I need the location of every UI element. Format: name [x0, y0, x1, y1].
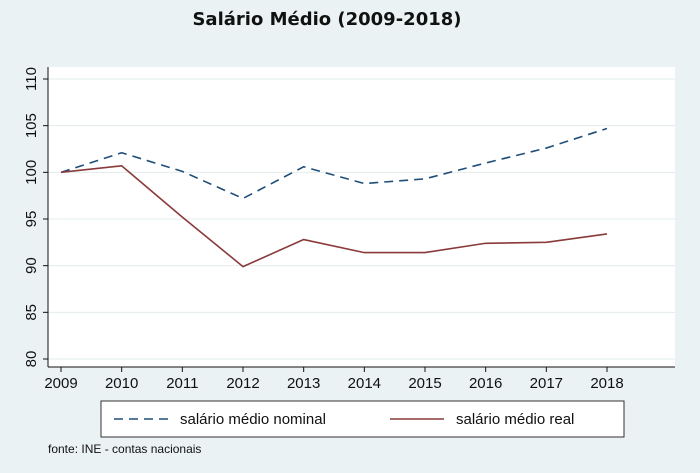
x-tick-label: 2012: [226, 375, 259, 392]
y-tick-label: 105: [23, 113, 40, 138]
legend-label-nominal: salário médio nominal: [180, 411, 326, 428]
chart-title: Salário Médio (2009-2018): [192, 9, 461, 30]
series-lines: [60, 127, 608, 268]
x-tick-label: 2010: [105, 375, 138, 392]
gridlines: [48, 78, 675, 360]
y-tick-label: 100: [23, 160, 40, 185]
legend: salário médio nominal salário médio real: [100, 400, 625, 438]
x-tick-label: 2014: [348, 375, 381, 392]
y-tick-labels: 80 85 90 95 100 105 110: [23, 67, 40, 367]
plot-area: [48, 67, 675, 367]
x-tick-label: 2018: [590, 375, 623, 392]
series-line-real: [60, 165, 608, 268]
x-tick-label: 2009: [44, 375, 77, 392]
x-tick-labels: 2009 2010 2011 2012 2013 2014 2015 2016 2017 2018: [44, 375, 623, 392]
legend-label-real: salário médio real: [456, 411, 574, 428]
y-tick-label: 95: [23, 211, 40, 228]
series-line-nominal: [60, 127, 608, 200]
x-tick-label: 2017: [530, 375, 563, 392]
axes: [43, 67, 675, 372]
legend-box: [100, 400, 625, 438]
y-tick-label: 85: [23, 304, 40, 321]
y-tick-label: 90: [23, 257, 40, 274]
x-tick-label: 2011: [166, 375, 198, 392]
y-tick-label: 80: [23, 351, 40, 368]
x-tick-label: 2015: [408, 375, 441, 392]
y-tick-label: 110: [23, 67, 40, 91]
x-tick-label: 2013: [287, 375, 320, 392]
x-tick-label: 2016: [469, 375, 502, 392]
source-note: fonte: INE - contas nacionais: [48, 442, 201, 456]
